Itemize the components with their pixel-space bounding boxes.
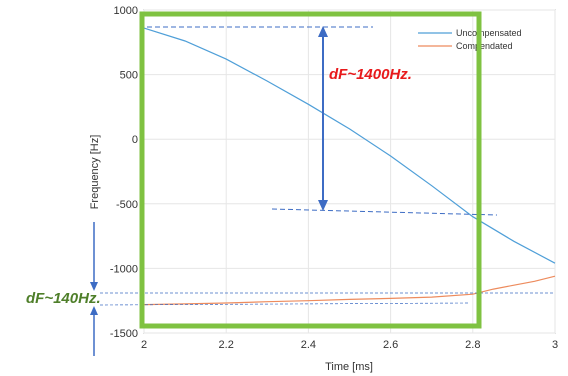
x-tick-label: 2.8 bbox=[465, 339, 480, 351]
x-tick-label: 2.2 bbox=[219, 339, 234, 351]
y-tick-label: 0 bbox=[132, 134, 138, 146]
x-tick-label: 2.4 bbox=[301, 339, 316, 351]
highlight-box bbox=[139, 11, 482, 329]
delta-arrow-lower bbox=[90, 222, 98, 356]
x-tick-label: 2.6 bbox=[383, 339, 398, 351]
series-line-compensated bbox=[143, 275, 556, 306]
annotation-upper: dF~1400Hz. bbox=[329, 66, 412, 83]
y-tick-label: 1000 bbox=[114, 5, 138, 17]
plot-area bbox=[143, 9, 556, 334]
x-axis-label: Time [ms] bbox=[325, 361, 373, 373]
tick-labels: 2 2.2 2.4 2.6 2.8 3 1000 500 0 -500 -1000 -1500 bbox=[110, 5, 558, 351]
ref-line-mid bbox=[271, 208, 498, 216]
reference-lines bbox=[99, 26, 555, 306]
series-layer bbox=[143, 27, 556, 306]
annotation-lower: dF~140Hz. bbox=[26, 290, 101, 307]
y-tick-label: 500 bbox=[120, 70, 138, 82]
y-tick-label: -500 bbox=[116, 199, 138, 211]
y-tick-label: -1500 bbox=[110, 328, 138, 340]
y-tick-label: -1000 bbox=[110, 263, 138, 275]
legend-label-compensated: Compendated bbox=[456, 41, 513, 51]
y-axis-label: Frequency [Hz] bbox=[89, 135, 101, 210]
delta-arrow-upper bbox=[318, 26, 328, 211]
x-tick-label: 2 bbox=[141, 339, 147, 351]
ref-line-low-2 bbox=[99, 302, 471, 306]
grid-lines bbox=[143, 9, 556, 334]
x-tick-label: 3 bbox=[552, 339, 558, 351]
series-line-uncompensated bbox=[143, 27, 556, 264]
legend: Uncompensated Compendated bbox=[418, 28, 522, 51]
legend-label-uncompensated: Uncompensated bbox=[456, 28, 522, 38]
